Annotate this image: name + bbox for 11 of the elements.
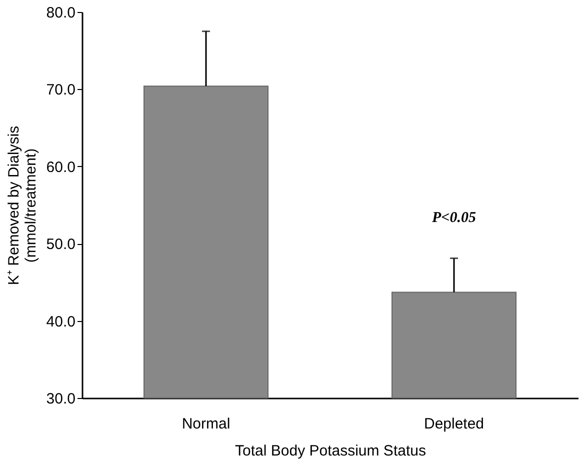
y-tick-label: 30.0	[46, 390, 76, 408]
y-tick-label: 40.0	[46, 313, 76, 330]
y-axis-title: K⁺ Removed by Dialysis (mmol/treatment)	[5, 126, 40, 286]
annotation: P<0.05	[432, 210, 476, 226]
y-tick-label: 70.0	[46, 82, 76, 99]
y-tick-label: 60.0	[46, 158, 76, 176]
x-axis-title: Total Body Potassium Status	[235, 442, 426, 460]
y-tick-label: 80.0	[46, 4, 76, 22]
x-tick-label: Depleted	[424, 416, 484, 432]
y-tick-label: 50.0	[46, 236, 76, 254]
x-tick-label: Normal	[182, 416, 230, 432]
